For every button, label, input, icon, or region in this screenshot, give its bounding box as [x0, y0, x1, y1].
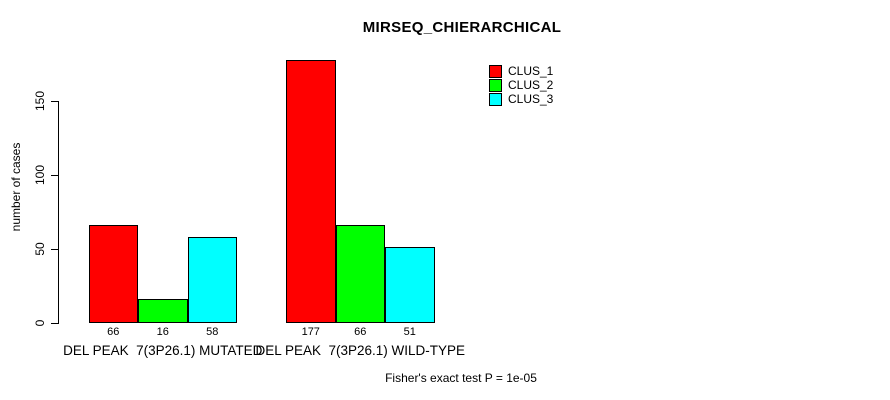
bar-clus_3-group1 [187, 236, 237, 323]
legend-swatch-icon [489, 78, 502, 92]
y-tick-mark [51, 174, 58, 176]
category-label: DEL PEAK 7(3P26.1) MUTATED [63, 342, 263, 358]
category-label: DEL PEAK 7(3P26.1) WILD-TYPE [255, 342, 466, 358]
footnote-text: Fisher's exact test P = 1e-05 [385, 371, 537, 385]
legend-swatch-icon [489, 92, 502, 106]
bar-value-label: 177 [301, 325, 320, 338]
bar-value-label: 66 [107, 325, 120, 338]
bar-value-label: 16 [156, 325, 169, 338]
y-tick-label: 150 [33, 90, 47, 111]
bar-value-label: 58 [206, 325, 219, 338]
legend-item-clus_2: CLUS_2 [489, 78, 553, 92]
y-tick-label: 100 [33, 164, 47, 185]
legend: CLUS_1 CLUS_2 CLUS_3 [489, 64, 553, 106]
bar-clus_3-group2 [385, 247, 435, 323]
y-tick-mark [51, 248, 58, 250]
bar-value-label: 66 [354, 325, 367, 338]
y-tick-label: 50 [33, 242, 47, 256]
y-tick-label: 0 [33, 319, 47, 327]
legend-item-label: CLUS_2 [508, 78, 554, 92]
legend-item-label: CLUS_1 [508, 64, 554, 78]
legend-item-clus_3: CLUS_3 [489, 92, 553, 106]
y-tick-mark [51, 100, 58, 102]
bar-clus_2-group1 [138, 299, 188, 323]
bar-clus_2-group2 [335, 225, 385, 323]
legend-item-clus_1: CLUS_1 [489, 64, 553, 78]
bar-clus_1-group2 [286, 60, 336, 323]
chart-title: MIRSEQ_CHIERARCHICAL [362, 19, 562, 36]
bar-value-label: 51 [403, 325, 416, 338]
y-axis-line [58, 100, 59, 324]
y-axis-label: number of cases [9, 142, 23, 232]
bar-clus_1-group1 [88, 225, 138, 323]
legend-swatch-icon [489, 64, 502, 78]
y-tick-mark [51, 323, 58, 324]
legend-item-label: CLUS_3 [508, 92, 554, 106]
